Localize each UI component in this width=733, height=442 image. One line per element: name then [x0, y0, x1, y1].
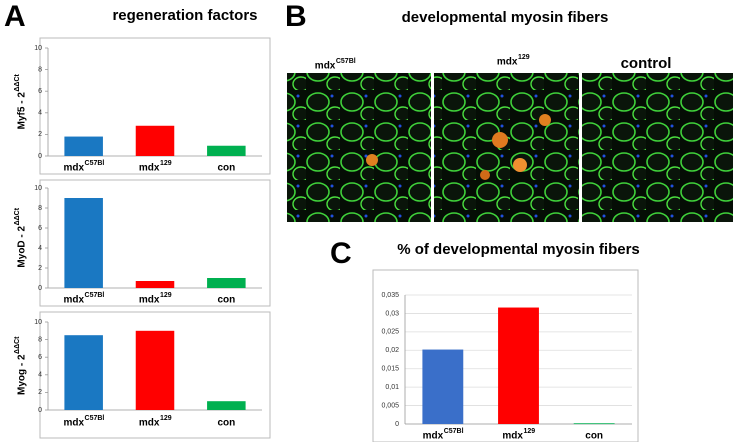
label: mdx — [139, 418, 160, 429]
label: mdx — [139, 163, 160, 174]
y-label-superscript: ΔΔCt — [14, 207, 21, 225]
y-tick-label: 0,03 — [385, 310, 399, 317]
y-label-superscript: ΔΔCt — [14, 336, 21, 354]
y-tick-label: 0,035 — [381, 292, 399, 299]
label-superscript: C57Bl — [336, 58, 356, 65]
micrograph — [287, 73, 431, 222]
label-superscript: 129 — [160, 160, 172, 167]
y-tick-label: 8 — [38, 205, 42, 212]
y-tick-label: 0 — [38, 153, 42, 160]
label: con — [217, 418, 235, 429]
y-label: Myog - 2 — [17, 354, 28, 395]
label: con — [585, 431, 603, 442]
label: mdx — [63, 163, 84, 174]
micrograph — [582, 73, 733, 222]
label: mdx — [63, 295, 84, 306]
panel-letter: C — [330, 237, 352, 270]
panel-title: developmental myosin fibers — [402, 9, 609, 26]
y-tick-label: 4 — [38, 372, 42, 379]
label: mdx — [423, 431, 444, 442]
label-superscript: C57Bl — [85, 292, 105, 299]
y-tick-label: 10 — [34, 319, 42, 326]
y-tick-label: 10 — [34, 185, 42, 192]
bar — [207, 278, 246, 288]
chart-title: % of developmental myosin fibers — [397, 241, 640, 258]
label: mdx — [502, 431, 523, 442]
y-tick-label: 0,005 — [381, 402, 399, 409]
bar — [64, 335, 103, 410]
y-tick-label: 0,02 — [385, 347, 399, 354]
label-superscript: C57Bl — [85, 160, 105, 167]
y-tick-label: 4 — [38, 245, 42, 252]
label: con — [217, 295, 235, 306]
label: mdx — [63, 418, 84, 429]
y-label: MyoD - 2 — [17, 225, 28, 267]
label-superscript: 129 — [523, 428, 535, 435]
bar — [422, 349, 464, 424]
chart-frame — [39, 179, 271, 307]
y-tick-label: 0,01 — [385, 384, 399, 391]
bar — [135, 125, 175, 156]
bar — [573, 423, 615, 425]
label-superscript: 129 — [518, 54, 530, 61]
y-tick-label: 8 — [38, 336, 42, 343]
micrographs — [287, 73, 733, 222]
chart-frame — [372, 269, 639, 442]
label-superscript: C57Bl — [85, 415, 105, 422]
stained-fiber — [539, 114, 551, 126]
micrograph — [434, 73, 579, 222]
y-tick-label: 2 — [38, 265, 42, 272]
y-tick-label: 8 — [38, 66, 42, 73]
label: mdx — [139, 295, 160, 306]
bar — [207, 145, 246, 156]
panel-title: regeneration factors — [112, 7, 257, 24]
bar — [64, 198, 103, 288]
y-tick-label: 6 — [38, 225, 42, 232]
bar — [498, 307, 539, 424]
chart-frame — [39, 37, 271, 175]
y-tick-label: 6 — [38, 88, 42, 95]
y-label-superscript: ΔΔCt — [14, 73, 21, 91]
chart: % of developmental myosin fibers 0 0,005 0,… — [372, 241, 640, 442]
bar — [64, 136, 103, 156]
panel-letter: B — [285, 0, 307, 33]
label-superscript: 129 — [160, 292, 172, 299]
y-label: Myf5 - 2 — [17, 92, 28, 130]
y-tick-label: 4 — [38, 110, 42, 117]
stained-fiber — [492, 132, 508, 148]
y-tick-label: 0 — [395, 421, 399, 428]
y-tick-label: 6 — [38, 354, 42, 361]
bar — [207, 401, 246, 410]
bar — [135, 330, 175, 410]
label: mdx — [315, 61, 336, 72]
panel-letter: A — [4, 0, 26, 33]
y-tick-label: 0 — [38, 285, 42, 292]
stained-fiber — [513, 158, 527, 172]
y-tick-label: 2 — [38, 389, 42, 396]
bar — [135, 281, 175, 288]
y-tick-label: 2 — [38, 131, 42, 138]
label-superscript: 129 — [160, 415, 172, 422]
label-superscript: C57Bl — [444, 428, 464, 435]
stained-fiber — [366, 154, 378, 166]
y-tick-label: 0,015 — [381, 366, 399, 373]
label: mdx — [497, 57, 518, 68]
label: control — [621, 55, 672, 72]
y-tick-label: 10 — [34, 45, 42, 52]
y-tick-label: 0 — [38, 407, 42, 414]
label: con — [217, 163, 235, 174]
y-tick-label: 0,025 — [381, 329, 399, 336]
stained-fiber — [480, 170, 490, 180]
chart-frame — [39, 311, 271, 439]
